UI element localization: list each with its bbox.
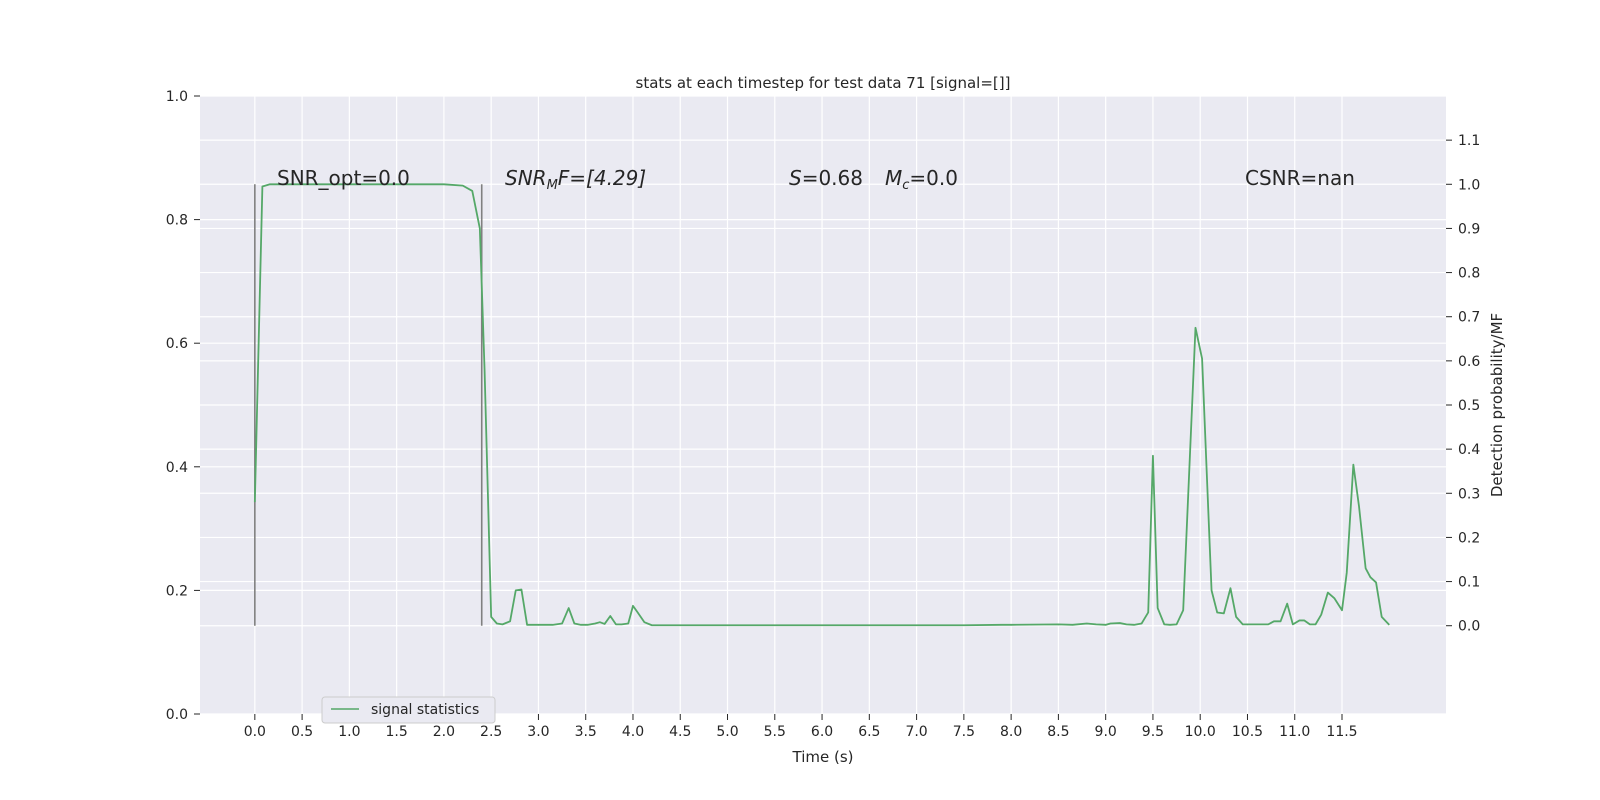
annotation-snr-mf-sub: M [547, 178, 558, 193]
x-tick-label: 7.5 [953, 724, 975, 740]
x-tick-label: 8.5 [1047, 724, 1069, 740]
y-left-tick-label: 0.0 [166, 707, 188, 723]
grid-right [200, 139, 1446, 627]
x-ticks: 0.0 0.5 1.0 1.5 2.0 2.5 3.0 3.5 4.0 4.5 5.0 5.5 6.0 6… [244, 714, 1358, 740]
y-right-tick-label: 0.1 [1458, 575, 1480, 591]
annotation-mc-sub: c [902, 178, 909, 193]
annotation-snr-mf: SNRMF=[4.29] [505, 166, 646, 193]
legend-label: signal statistics [371, 702, 479, 718]
x-tick-label: 9.5 [1142, 724, 1164, 740]
x-tick-label: 3.0 [527, 724, 549, 740]
y-right-tick-label: 0.9 [1458, 221, 1480, 237]
y-left-ticks: 0.0 0.2 0.4 0.6 0.8 1.0 [166, 89, 200, 723]
annotation-snr-opt: SNR_opt=0.0 [277, 166, 410, 190]
x-tick-label: 0.5 [291, 724, 313, 740]
y-right-tick-label: 0.6 [1458, 354, 1480, 370]
y-right-tick-label: 0.2 [1458, 530, 1480, 546]
y-right-tick-label: 1.0 [1458, 177, 1480, 193]
x-tick-label: 11.5 [1326, 724, 1357, 740]
series-group [253, 183, 1390, 627]
x-tick-label: 4.0 [622, 724, 644, 740]
vertical-markers [254, 184, 483, 626]
y-right-tick-label: 0.5 [1458, 398, 1480, 414]
y-right-tick-label: 0.7 [1458, 310, 1480, 326]
x-tick-label: 4.5 [669, 724, 691, 740]
y-left-tick-label: 0.4 [166, 460, 188, 476]
annotation-csnr: CSNR=nan [1245, 166, 1355, 190]
x-tick-label: 3.5 [575, 724, 597, 740]
x-tick-label: 8.0 [1000, 724, 1022, 740]
series-line [253, 183, 1390, 627]
annotation-mc-main: M [885, 166, 902, 190]
x-tick-label: 0.0 [244, 724, 266, 740]
y-right-tick-label: 0.0 [1458, 619, 1480, 635]
y-right-tick-label: 0.8 [1458, 266, 1480, 282]
y-left-tick-label: 0.6 [166, 336, 188, 352]
annotation-s-main: S [789, 166, 802, 190]
annotation-mc: Mc=0.0 [885, 166, 958, 193]
y-right-tick-label: 0.4 [1458, 442, 1480, 458]
x-tick-label: 1.5 [386, 724, 408, 740]
x-tick-label: 6.0 [811, 724, 833, 740]
y-right-tick-label: 1.1 [1458, 133, 1480, 149]
annotation-mc-rest: =0.0 [909, 166, 958, 190]
x-tick-label: 7.0 [905, 724, 927, 740]
x-tick-label: 9.0 [1095, 724, 1117, 740]
annotation-snr-mf-main: SNR [505, 166, 547, 190]
chart-title: stats at each timestep for test data 71 … [636, 74, 1011, 92]
x-tick-label: 10.5 [1232, 724, 1263, 740]
y-right-tick-label: 0.3 [1458, 486, 1480, 502]
legend-box [321, 696, 496, 724]
x-tick-label: 1.0 [338, 724, 360, 740]
y-right-axis-label: Detection probability/MF [1488, 313, 1506, 497]
x-tick-label: 5.0 [716, 724, 738, 740]
x-axis-label: Time (s) [792, 748, 854, 766]
x-tick-label: 2.5 [480, 724, 502, 740]
annotation-s-rest: =0.68 [802, 166, 863, 190]
y-right-ticks: 0.0 0.1 0.2 0.3 0.4 0.5 0.6 0.7 0.8 0.9 1.0 1.1 [1446, 133, 1480, 635]
y-left-tick-label: 0.2 [166, 583, 188, 599]
legend: signal statistics [321, 696, 496, 724]
x-tick-label: 5.5 [764, 724, 786, 740]
x-tick-label: 2.0 [433, 724, 455, 740]
x-tick-label: 10.0 [1185, 724, 1216, 740]
x-tick-label: 6.5 [858, 724, 880, 740]
annotation-s: S=0.68 [789, 166, 863, 190]
annotation-snr-mf-rest: F=[4.29] [558, 166, 646, 190]
y-left-tick-label: 1.0 [166, 89, 188, 105]
x-tick-label: 11.0 [1279, 724, 1310, 740]
y-left-tick-label: 0.8 [166, 213, 188, 229]
